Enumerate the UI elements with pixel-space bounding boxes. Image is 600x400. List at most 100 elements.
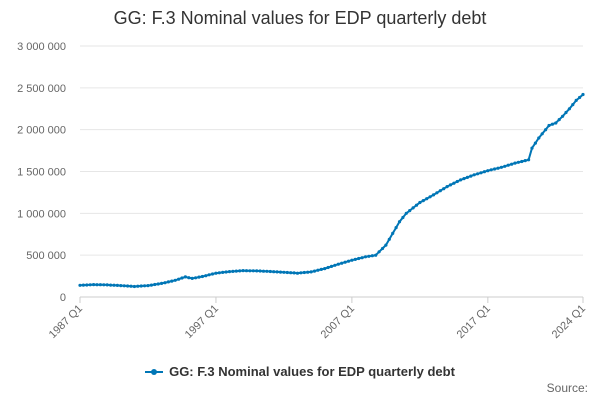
series-point: [251, 269, 255, 273]
series-point: [146, 284, 150, 288]
series-point: [581, 92, 585, 97]
series-point: [567, 107, 572, 111]
series-point: [472, 173, 476, 177]
series-point: [190, 276, 194, 280]
series-point: [102, 283, 106, 287]
series-point: [323, 267, 327, 271]
series-point: [234, 269, 238, 273]
series-point: [350, 258, 354, 262]
series-point: [346, 259, 351, 263]
series-point: [387, 237, 391, 241]
series-point: [486, 169, 490, 173]
y-tick-label: 2 000 000: [17, 125, 66, 137]
series-point: [476, 172, 480, 176]
series-point: [285, 270, 289, 275]
y-tick-label: 500 000: [26, 250, 66, 262]
series-point: [170, 279, 174, 283]
series-point: [316, 268, 320, 272]
chart-title: GG: F.3 Nominal values for EDP quarterly…: [113, 8, 487, 28]
series-point: [516, 160, 521, 164]
series-point: [268, 269, 272, 274]
legend-series-label: GG: F.3 Nominal values for EDP quarterly…: [169, 364, 455, 379]
series-point: [411, 206, 415, 210]
x-tick-label: 2007 Q1: [319, 303, 357, 341]
series-point: [129, 284, 133, 288]
series-point: [574, 98, 578, 102]
series-point: [153, 282, 157, 287]
series-point: [109, 283, 113, 287]
series-point: [248, 269, 252, 273]
series-point: [554, 121, 558, 125]
series-point: [78, 283, 82, 287]
series-point: [571, 103, 575, 107]
x-tick-label: 2017 Q1: [455, 303, 493, 341]
series-point: [88, 283, 92, 287]
series-point: [258, 269, 262, 273]
series-point: [295, 271, 300, 275]
series-point: [469, 174, 473, 178]
series-point: [397, 220, 402, 224]
series-point: [394, 226, 398, 230]
series-point: [139, 284, 143, 288]
series-point: [367, 254, 371, 258]
series-point: [119, 284, 123, 288]
series-point: [217, 271, 221, 275]
series-point: [187, 276, 191, 280]
series-point: [180, 276, 184, 280]
series-point: [95, 283, 99, 287]
series-point: [336, 262, 340, 266]
series-point: [85, 283, 89, 287]
series-point: [418, 200, 422, 205]
series-point: [333, 263, 337, 267]
series-point: [459, 178, 463, 182]
series-point: [520, 159, 524, 164]
series-point: [380, 246, 385, 251]
series-point: [143, 284, 147, 288]
series-point: [340, 261, 344, 265]
series-point: [482, 170, 486, 174]
series-point: [200, 274, 204, 279]
series-point: [163, 281, 167, 285]
series-point: [306, 270, 310, 274]
series-point: [112, 283, 116, 287]
series-point: [489, 168, 493, 172]
series-point: [503, 164, 507, 168]
series-point: [452, 181, 456, 185]
series-point: [561, 114, 565, 118]
series-point: [523, 159, 527, 163]
y-tick-label: 1 500 000: [17, 167, 66, 179]
series-point: [241, 269, 245, 273]
series-point: [547, 123, 551, 128]
series-point: [557, 118, 561, 122]
legend-series-swatch: [145, 367, 164, 377]
series-point: [377, 250, 381, 254]
series-point: [408, 209, 412, 213]
series-point: [210, 272, 215, 276]
series-point: [115, 283, 119, 287]
series-point: [227, 270, 232, 274]
series-line: [79, 93, 584, 288]
series-point: [302, 270, 306, 275]
legend[interactable]: GG: F.3 Nominal values for EDP quarterly…: [0, 364, 600, 379]
y-tick-label: 3 000 000: [17, 41, 66, 53]
series-point: [540, 132, 544, 136]
series-point: [370, 254, 374, 258]
series-point: [312, 269, 317, 273]
series-point: [544, 128, 548, 132]
series-point: [319, 267, 323, 271]
series-point: [496, 166, 500, 170]
series-point: [391, 231, 395, 235]
series-point: [156, 282, 160, 286]
series-point: [414, 203, 419, 207]
series-point: [435, 191, 439, 195]
series-point: [122, 284, 126, 288]
series-point: [173, 278, 177, 282]
y-tick-label: 1 000 000: [17, 208, 66, 220]
series-point: [537, 136, 541, 140]
series-point: [278, 270, 283, 274]
series-point: [421, 199, 425, 203]
series-point: [166, 280, 170, 284]
series-point: [255, 269, 259, 273]
series-point: [207, 273, 211, 277]
series-point: [136, 284, 140, 288]
